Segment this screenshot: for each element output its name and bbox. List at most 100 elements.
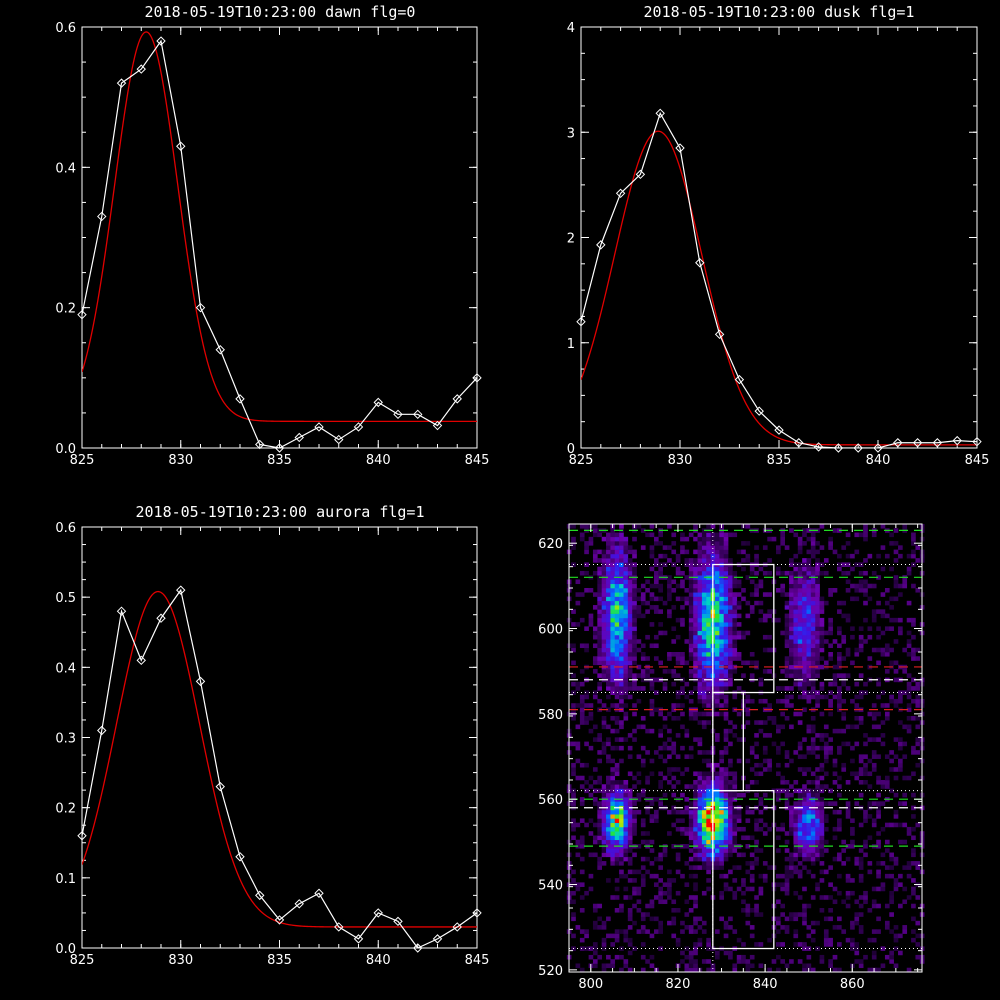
- heatmap-cell: [693, 788, 698, 794]
- x-tick-label: 840: [366, 953, 391, 968]
- heatmap-cell: [802, 788, 807, 794]
- heatmap-cell: [601, 609, 607, 614]
- heatmap-cell: [680, 579, 685, 585]
- heatmap-cell: [610, 626, 616, 631]
- heatmap-cell: [645, 579, 650, 585]
- observed-point-marker: [972, 436, 982, 447]
- heatmap-cell: [754, 826, 759, 832]
- heatmap-cell: [906, 686, 912, 691]
- heatmap-cell: [671, 626, 677, 631]
- heatmap-cell: [784, 856, 790, 862]
- heatmap-cell: [671, 750, 677, 755]
- heatmap-cell: [706, 720, 711, 725]
- heatmap-cell: [579, 698, 585, 704]
- heatmap-cell: [889, 758, 894, 764]
- heatmap-cell: [614, 720, 620, 725]
- heatmap-cell: [819, 733, 825, 738]
- heatmap-cell: [841, 673, 847, 678]
- heatmap-cell: [619, 792, 624, 798]
- heatmap-cell: [771, 716, 777, 721]
- heatmap-cell: [640, 831, 646, 836]
- heatmap-cell: [658, 784, 663, 789]
- heatmap-cell: [614, 703, 620, 708]
- heatmap-cell: [601, 583, 607, 589]
- heatmap-cell: [719, 809, 725, 815]
- heatmap-cell: [619, 698, 624, 704]
- heatmap-cell: [815, 592, 820, 597]
- heatmap-cell: [688, 856, 694, 862]
- heatmap-cell: [815, 886, 820, 892]
- heatmap-cell: [645, 588, 650, 593]
- heatmap-cell: [823, 750, 829, 755]
- heatmap-cell: [610, 818, 616, 823]
- heatmap-cell: [579, 946, 585, 951]
- heatmap-cell: [810, 852, 816, 858]
- heatmap-cell: [667, 558, 672, 563]
- heatmap-cell: [823, 929, 829, 934]
- heatmap-cell: [606, 758, 611, 764]
- heatmap-cell: [871, 822, 877, 828]
- heatmap-cell: [815, 541, 820, 546]
- heatmap-cell: [619, 673, 624, 678]
- heatmap-cell: [675, 553, 681, 559]
- heatmap-cell: [680, 711, 685, 717]
- heatmap-cell: [697, 818, 703, 823]
- heatmap-cell: [597, 652, 602, 657]
- heatmap-cell: [584, 780, 589, 785]
- heatmap-cell: [819, 639, 825, 644]
- heatmap-cell: [832, 967, 838, 973]
- heatmap-cell: [632, 583, 637, 589]
- heatmap-cell: [871, 903, 877, 909]
- heatmap-cell: [636, 698, 642, 704]
- heatmap-cell: [606, 878, 611, 883]
- heatmap-cell: [762, 767, 768, 772]
- heatmap-cell: [627, 613, 633, 619]
- heatmap-cell: [640, 613, 646, 619]
- heatmap-cell: [898, 720, 903, 725]
- heatmap-cell: [837, 566, 842, 572]
- heatmap-cell: [697, 844, 703, 849]
- plot-frame: [568, 523, 923, 973]
- heatmap-cell: [701, 698, 707, 704]
- heatmap-cell: [592, 835, 598, 841]
- heatmap-cell: [675, 558, 681, 563]
- heatmap-cell: [627, 822, 633, 828]
- observed-point-marker: [452, 922, 462, 932]
- heatmap-cell: [688, 669, 694, 674]
- heatmap-cell: [693, 596, 698, 602]
- heatmap-cell: [719, 541, 725, 546]
- heatmap-cell: [810, 920, 816, 926]
- heatmap-cell: [592, 801, 598, 806]
- heatmap-cell: [802, 835, 807, 841]
- heatmap-cell: [845, 937, 851, 943]
- heatmap-cell: [915, 716, 921, 721]
- heatmap-cell: [675, 703, 681, 708]
- heatmap-cell: [854, 647, 860, 653]
- heatmap-cell: [876, 844, 881, 849]
- heatmap-cell: [902, 801, 908, 806]
- heatmap-cell: [688, 583, 694, 589]
- heatmap-cell: [876, 724, 881, 730]
- heatmap-cell: [640, 865, 646, 870]
- heatmap-cell: [614, 822, 620, 828]
- heatmap-cell: [606, 831, 611, 836]
- heatmap-cell: [675, 809, 681, 815]
- heatmap-cell: [728, 852, 733, 858]
- heatmap-cell: [627, 647, 633, 653]
- heatmap-cell: [671, 549, 677, 555]
- heatmap-cell: [614, 809, 620, 815]
- heatmap-cell: [802, 784, 807, 789]
- heatmap-cell: [828, 617, 833, 623]
- heatmap-cell: [701, 831, 707, 836]
- heatmap-cell: [902, 583, 908, 589]
- heatmap-cell: [776, 882, 781, 887]
- heatmap-cell: [614, 647, 620, 653]
- heatmap-cell: [893, 856, 899, 862]
- heatmap-cell: [736, 711, 742, 717]
- heatmap-cell: [649, 524, 655, 529]
- heatmap-cell: [810, 809, 816, 815]
- heatmap-cell: [693, 656, 698, 661]
- heatmap-cell: [662, 899, 668, 905]
- heatmap-cell: [845, 903, 851, 909]
- heatmap-cell: [797, 942, 803, 947]
